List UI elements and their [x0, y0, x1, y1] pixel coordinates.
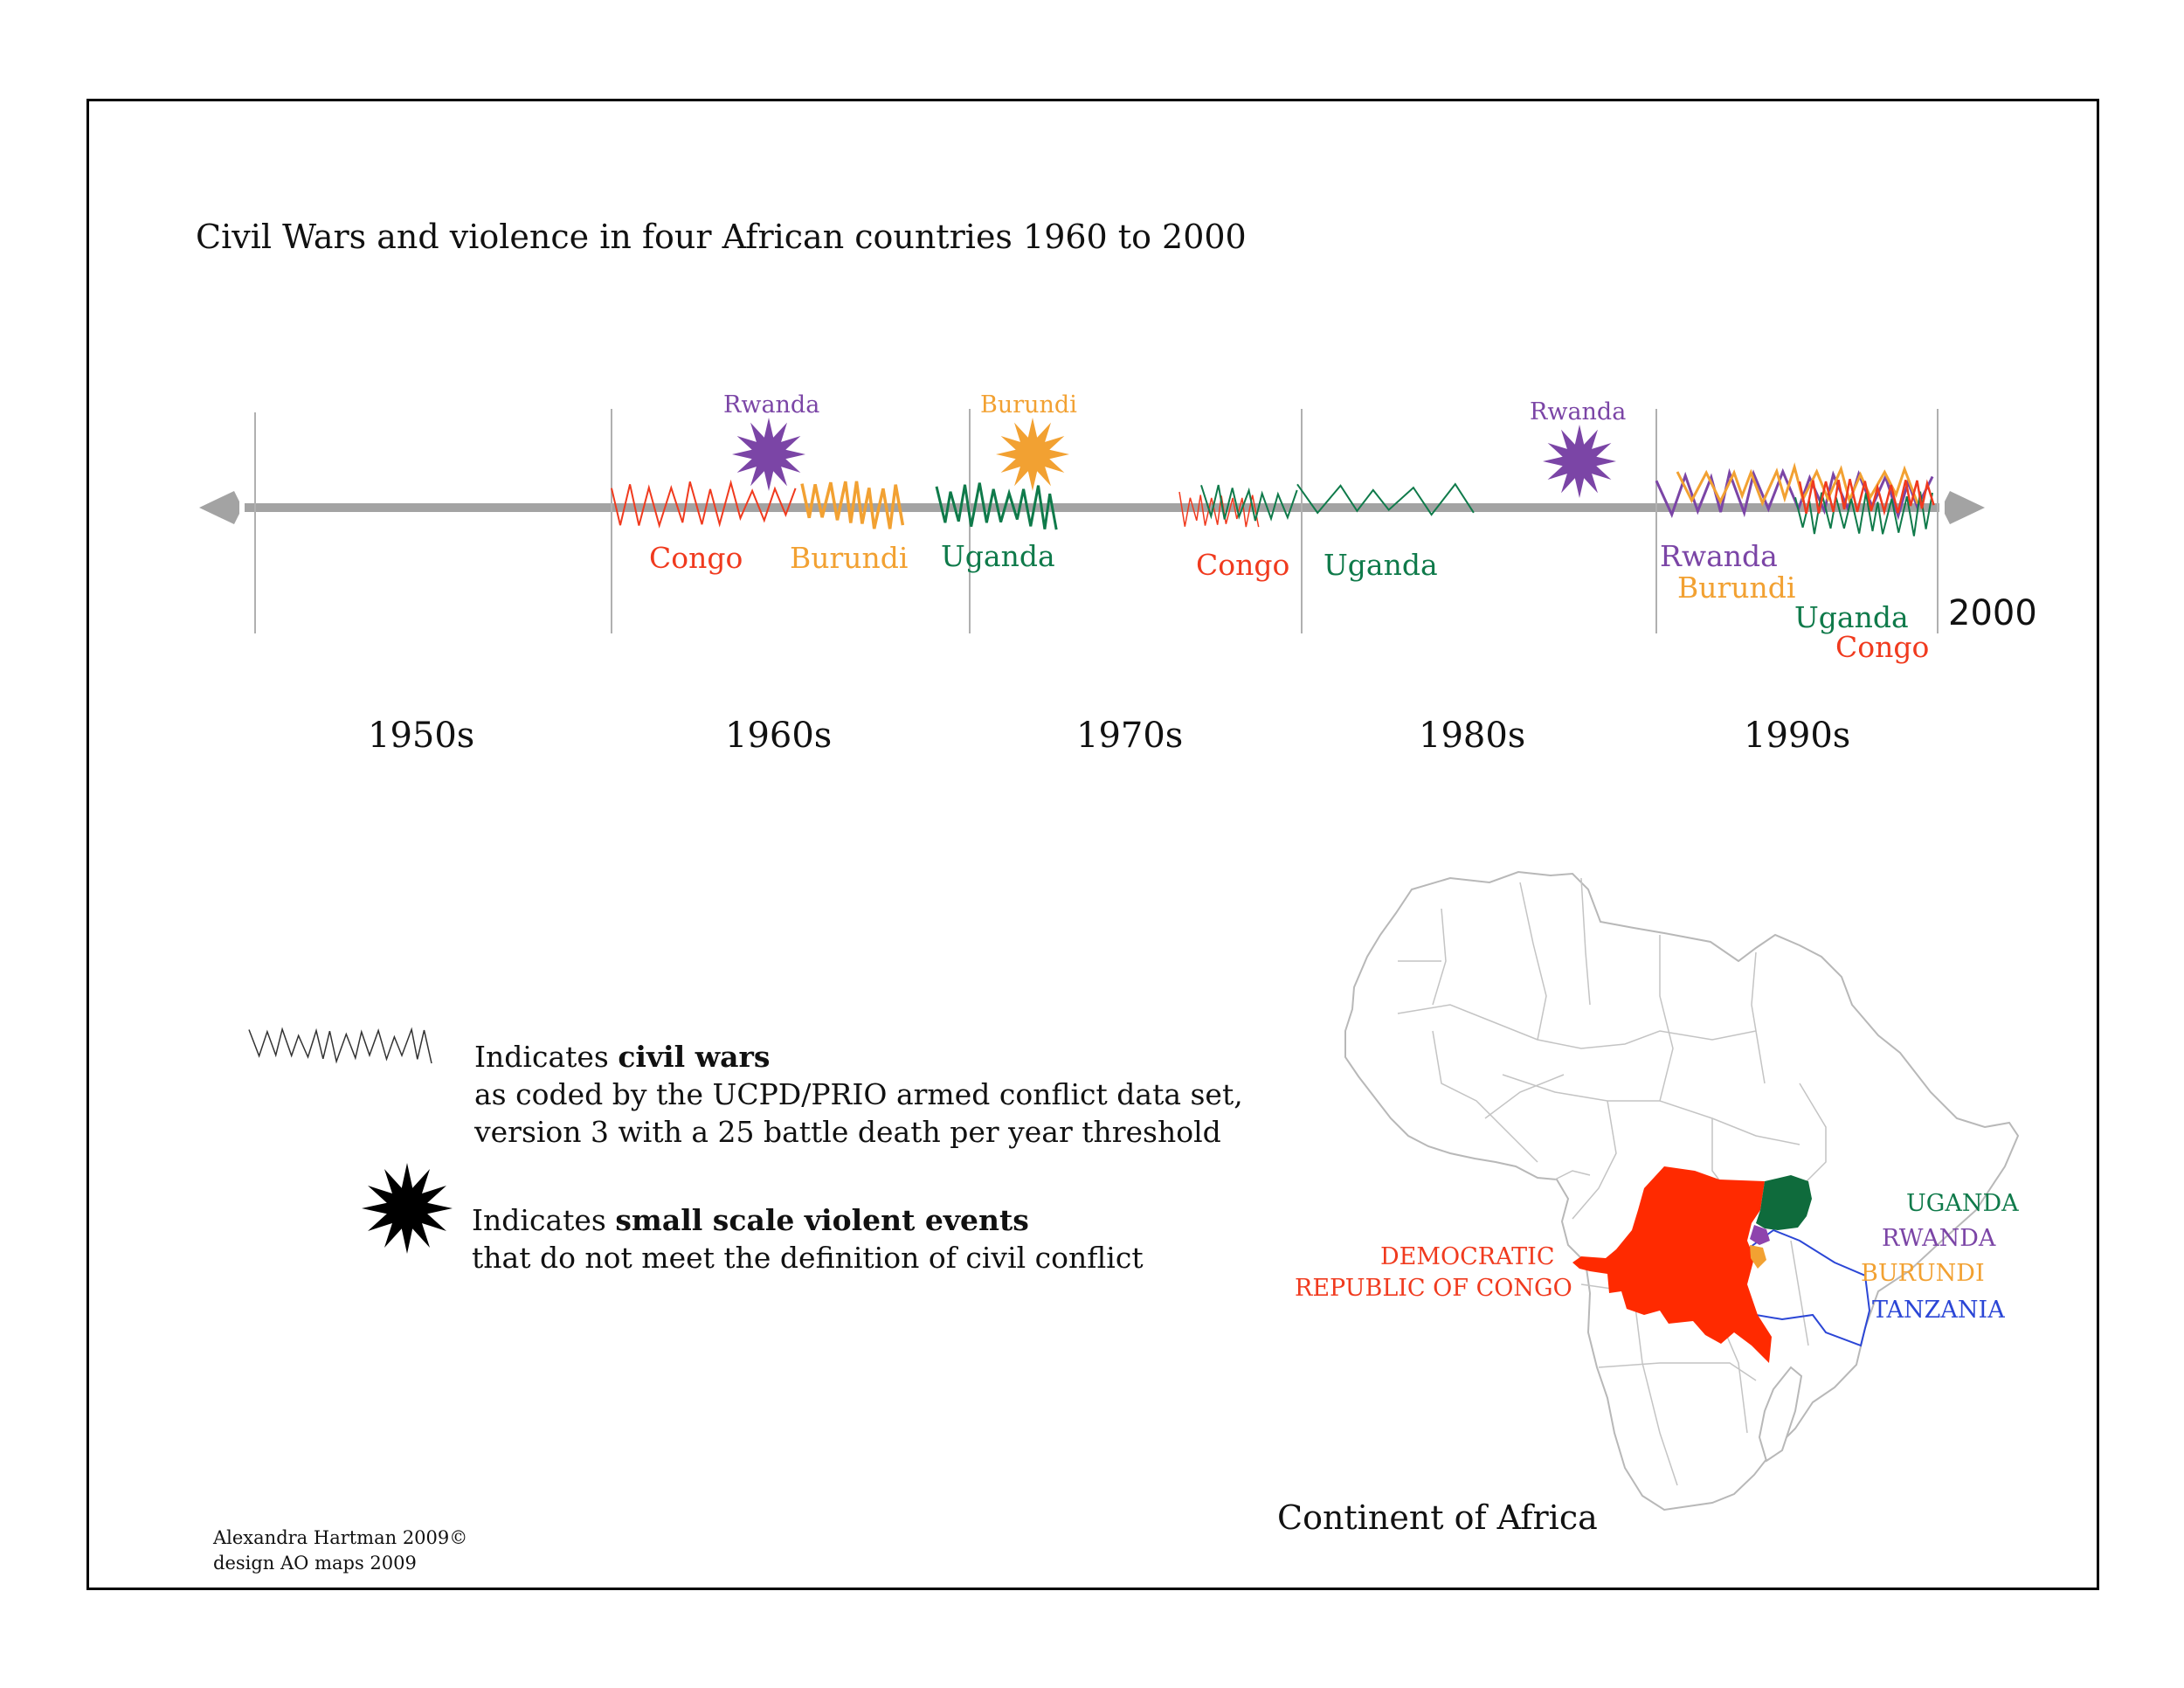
civil-war-zigzag-uganda-1980s [1296, 482, 1475, 516]
civil-war-zigzag-congo-1960s [611, 479, 797, 529]
decade-label-1960s: 1960s [725, 716, 833, 756]
figure-frame [86, 99, 2099, 1590]
uganda-shape [1756, 1175, 1812, 1230]
map-label-rwanda: RWANDA [1882, 1225, 1996, 1252]
map-caption: Continent of Africa [1277, 1498, 1598, 1537]
civil-war-zigzag-congo-1970s [1178, 491, 1260, 528]
civil-war-label-uganda-1980s: Uganda [1324, 548, 1438, 582]
map-label-drc-line1: DEMOCRATIC [1380, 1243, 1555, 1270]
legend-events-line2: that do not meet the definition of civil… [472, 1241, 1144, 1275]
credits: Alexandra Hartman 2009© design AO maps 2… [213, 1525, 650, 1576]
civil-war-label-uganda-1990s: Uganda [1794, 600, 1909, 634]
burundi-shape [1750, 1245, 1766, 1269]
decade-label-1980s: 1980s [1419, 716, 1526, 756]
legend-events: Indicates small scale violent events tha… [472, 1201, 1144, 1276]
violent-event-star-burundi-1970s [996, 418, 1069, 491]
timeline-arrow-right [1945, 491, 1985, 524]
credits-line2: design AO maps 2009 [213, 1553, 417, 1574]
credits-line1: Alexandra Hartman 2009© [213, 1527, 468, 1548]
civil-war-label-burundi-1990s: Burundi [1677, 571, 1796, 605]
civil-war-label-burundi-1960s: Burundi [790, 541, 909, 575]
drc-shape [1572, 1166, 1772, 1363]
figure-title: Civil Wars and violence in four African … [196, 218, 1247, 256]
decade-label-1950s: 1950s [368, 716, 475, 756]
civil-war-label-rwanda-1990s: Rwanda [1660, 539, 1778, 573]
civil-war-zigzag-burundi-1960s [800, 481, 905, 529]
africa-map [1344, 870, 2020, 1512]
rwanda-shape [1750, 1225, 1770, 1245]
map-label-burundi: BURUNDI [1861, 1260, 1985, 1287]
civil-war-label-congo-1960s: Congo [649, 541, 743, 575]
event-label-rwanda-1960s: Rwanda [723, 391, 820, 419]
legend-civil-wars-line3: version 3 with a 25 battle death per yea… [474, 1115, 1221, 1149]
civil-war-zigzag-uganda-1970s [935, 482, 1058, 530]
civil-war-zigzag-uganda-1970s-late [1200, 484, 1298, 522]
civil-war-label-uganda-1970s: Uganda [941, 539, 1055, 573]
civil-war-label-congo-1970s: Congo [1196, 548, 1290, 582]
end-year-label: 2000 [1948, 593, 2037, 633]
decade-label-1990s: 1990s [1744, 716, 1851, 756]
timeline-arrow-left [199, 491, 239, 524]
civil-war-markers [611, 462, 1935, 536]
violent-event-star-rwanda-1980s [1543, 425, 1616, 498]
violent-event-markers [732, 418, 1616, 498]
decade-label-1970s: 1970s [1076, 716, 1184, 756]
event-label-rwanda-1980s: Rwanda [1530, 398, 1627, 425]
event-label-burundi-1970s: Burundi [980, 391, 1077, 419]
violent-event-star-rwanda-1960s [732, 418, 805, 491]
timeline-axis [245, 503, 1939, 512]
legend-violent-event-star-icon [362, 1163, 453, 1254]
madagascar [1758, 1366, 1803, 1463]
legend-civil-war-zigzag-icon [248, 1027, 432, 1064]
legend-civil-wars-bold: civil wars [618, 1040, 771, 1074]
legend-civil-wars-prefix: Indicates [474, 1040, 619, 1074]
map-label-drc-line2: REPUBLIC OF CONGO [1295, 1275, 1572, 1302]
legend-events-prefix: Indicates [472, 1203, 616, 1237]
legend-civil-wars: Indicates civil wars as coded by the UCP… [474, 1038, 1243, 1151]
civil-war-zigzag-congo-1990s [1798, 479, 1935, 516]
legend-civil-wars-line2: as coded by the UCPD/PRIO armed conflict… [474, 1077, 1243, 1111]
map-label-tanzania: TANZANIA [1872, 1297, 2005, 1324]
civil-war-zigzag-uganda-1990s [1794, 491, 1933, 536]
legend-events-bold: small scale violent events [615, 1203, 1029, 1237]
map-label-uganda: UGANDA [1906, 1190, 2019, 1217]
civil-war-label-congo-1990s: Congo [1835, 630, 1930, 664]
